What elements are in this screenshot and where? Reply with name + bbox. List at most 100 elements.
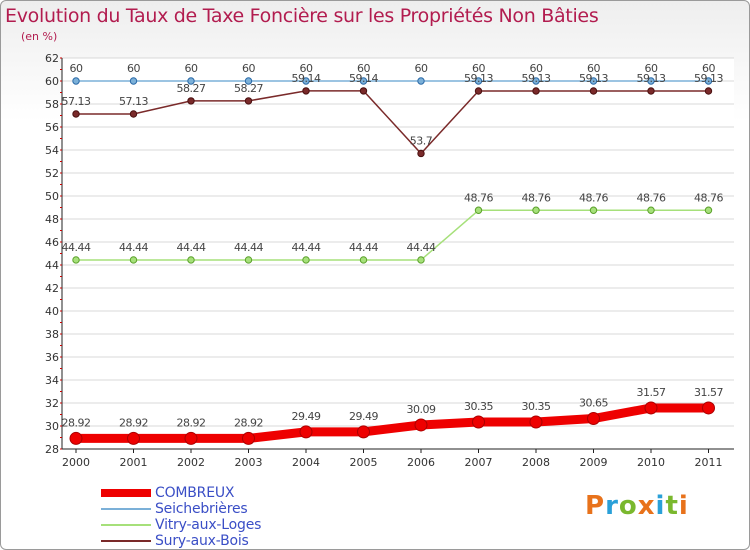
data-label: 60 [185,62,198,75]
data-label: 60 [242,62,255,75]
data-label: 48.76 [464,191,493,204]
data-label: 60 [415,62,428,75]
data-point [357,425,370,439]
data-label: 30.35 [464,400,493,413]
data-point [647,87,655,95]
data-label: 59.13 [522,72,551,85]
data-label: 59.13 [694,72,723,85]
proxiti-logo: Proxiti [585,491,689,521]
data-point [184,431,198,445]
data-point [72,77,80,85]
logo-letter: i [655,491,666,521]
data-label: 48.76 [637,191,666,204]
data-label: 60 [300,62,313,75]
data-label: 28.92 [119,416,148,429]
x-tick-label: 2001 [120,456,148,469]
data-label: 57.13 [119,95,148,108]
data-point [644,401,658,415]
data-point [532,77,540,85]
data-point [414,418,428,432]
data-point [529,415,543,429]
data-point [532,206,540,214]
legend-label: Vitry-aux-Loges [155,517,262,533]
logo-letter: o [618,491,638,521]
data-label: 48.76 [694,191,723,204]
data-label: 31.57 [694,386,723,399]
data-point [72,110,80,118]
logo-letter: P [585,491,606,521]
data-label: 58.27 [177,82,206,95]
data-point [647,77,655,85]
legend-swatch [101,508,151,510]
data-point [69,431,83,445]
x-tick-label: 2011 [695,456,723,469]
data-label: 30.09 [407,403,436,416]
x-tick-label: 2004 [292,456,320,469]
data-point [72,256,80,264]
data-label: 44.44 [407,241,436,254]
data-point [589,77,598,85]
plot-area [62,58,734,449]
y-tick-label: 30 [45,420,59,433]
data-point [299,425,313,439]
data-label: 44.44 [62,241,91,254]
data-point [417,149,425,158]
data-point [474,206,483,214]
logo-letter: t [665,491,679,521]
data-label: 59.13 [464,72,493,85]
x-tick-label: 2010 [637,456,665,469]
data-label: 60 [357,62,370,75]
y-tick-label: 48 [45,213,59,226]
data-label: 44.44 [292,241,321,254]
data-label: 44.44 [349,241,378,254]
data-point [359,87,368,95]
x-tick-label: 2007 [465,456,493,469]
data-label: 59.13 [579,72,608,85]
data-label: 53.7 [410,134,433,147]
y-tick-label: 38 [45,328,59,341]
data-label: 60 [472,62,485,75]
y-tick-label: 58 [45,98,59,111]
data-point [187,77,195,85]
data-label: 57.13 [62,95,91,108]
y-tick-label: 36 [45,351,59,364]
data-point [589,206,598,214]
data-label: 59.13 [637,72,666,85]
legend-swatch [101,489,151,497]
data-point [474,77,483,85]
data-label: 48.76 [522,191,551,204]
data-label: 44.44 [119,241,148,254]
data-label: 28.92 [234,416,263,429]
logo-letter: i [678,491,689,521]
data-label: 59.14 [349,72,378,85]
data-point [244,97,253,105]
y-tick-label: 40 [45,305,59,318]
data-point [242,431,255,445]
data-point [244,256,253,264]
x-tick-label: 2000 [62,456,90,469]
data-label: 30.65 [579,397,608,410]
series-line-vitry-aux-loges [75,209,710,261]
data-label: 60 [127,62,140,75]
x-tick-label: 2006 [407,456,435,469]
data-point [187,256,195,264]
data-point [417,77,425,85]
y-tick-label: 28 [45,443,59,456]
data-label: 60 [702,62,715,75]
y-tick-label: 56 [45,121,59,134]
data-point [129,110,138,118]
chart-title: Evolution du Taux de Taxe Foncière sur l… [5,5,599,27]
x-tick-label: 2003 [235,456,263,469]
data-point [244,77,253,85]
data-label: 48.76 [579,191,608,204]
series-line-sury-aux-bois [75,90,710,155]
data-point [704,206,713,214]
logo-letter: x [637,491,656,521]
y-tick-label: 34 [45,374,59,387]
data-point [704,77,713,85]
data-point [187,97,195,105]
data-point [647,206,655,214]
data-label: 31.57 [637,386,666,399]
y-tick-label: 46 [45,236,59,249]
y-tick-label: 42 [45,282,59,295]
